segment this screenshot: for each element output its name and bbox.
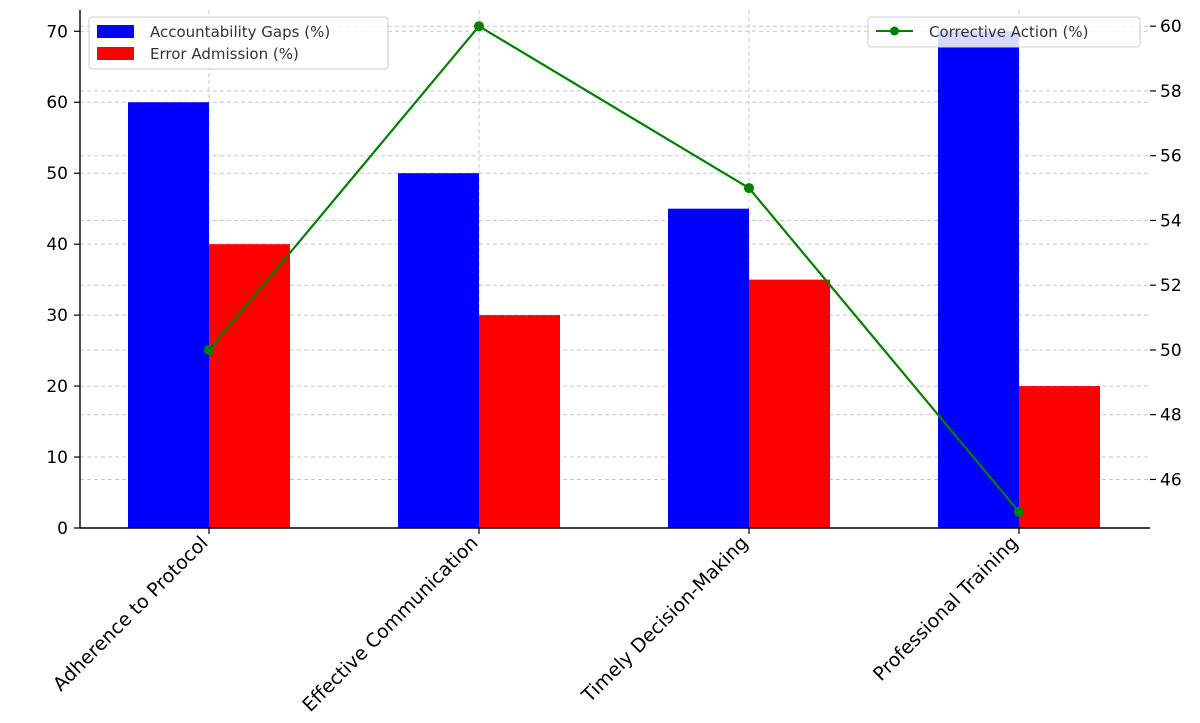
x-tick-label-professional-training: Professional Training (869, 532, 1023, 686)
y-left-tick-label-70: 70 (46, 22, 68, 42)
y-left-tick-label-30: 30 (46, 306, 68, 326)
x-tick-label-adherence-to-protocol: Adherence to Protocol (49, 532, 213, 696)
y-right-tick-label-58: 58 (1160, 82, 1182, 102)
y-right-tick-label-56: 56 (1160, 147, 1182, 167)
point-corrective-action-adherence-to-protocol (204, 344, 214, 355)
axes (74, 10, 1156, 534)
point-corrective-action-timely-decision-making (744, 183, 754, 194)
y-right-tick-label-50: 50 (1160, 341, 1182, 361)
y-left-tick-label-20: 20 (46, 377, 68, 397)
x-tick-label-effective-communication: Effective Communication (298, 532, 482, 716)
legend-line-frame (867, 16, 1141, 48)
legend-bars: Accountability Gaps (%) Error Admission … (88, 16, 389, 70)
y-right-tick-label-46: 46 (1160, 470, 1182, 490)
bar-error-admission-adherence-to-protocol (209, 244, 290, 529)
y-left-tick-label-50: 50 (46, 164, 68, 184)
bar-accountability-gaps-professional-training (938, 31, 1019, 529)
legend-line-marker (890, 26, 899, 36)
bar-accountability-gaps-timely-decision-making (668, 208, 749, 528)
line-corrective-action (208, 25, 1020, 513)
bar-error-admission-timely-decision-making (749, 279, 830, 528)
legend-label-error-admission: Error Admission (%) (150, 45, 299, 63)
legend-swatch-accountability-gaps (97, 25, 134, 38)
y-right-tick-label-54: 54 (1160, 211, 1182, 231)
y-right-tick-label-48: 48 (1160, 406, 1182, 426)
y-left-tick-label-10: 10 (46, 448, 68, 468)
point-corrective-action-effective-communication (474, 21, 484, 32)
bar-error-admission-professional-training (1019, 386, 1100, 528)
legend-label-corrective-action: Corrective Action (%) (929, 23, 1089, 41)
point-corrective-action-professional-training (1014, 506, 1024, 517)
y-right-tick-label-52: 52 (1160, 276, 1182, 296)
legend-swatch-error-admission (97, 47, 134, 60)
x-tick-label-timely-decision-making: Timely Decision-Making (577, 532, 753, 708)
y-left-tick-label-0: 0 (57, 519, 68, 539)
legend-line: Corrective Action (%) (867, 16, 1141, 48)
legend-bars-frame (88, 16, 389, 70)
bar-accountability-gaps-effective-communication (398, 173, 479, 528)
y-left-tick-label-40: 40 (46, 235, 68, 255)
bar-error-admission-effective-communication (479, 315, 560, 528)
y-left-tick-label-60: 60 (46, 93, 68, 113)
bars (128, 31, 1100, 529)
y-right-tick-label-60: 60 (1160, 17, 1182, 37)
corrective-action-line (204, 21, 1024, 517)
legend-label-accountability-gaps: Accountability Gaps (%) (150, 23, 330, 41)
bar-accountability-gaps-adherence-to-protocol (128, 102, 209, 528)
